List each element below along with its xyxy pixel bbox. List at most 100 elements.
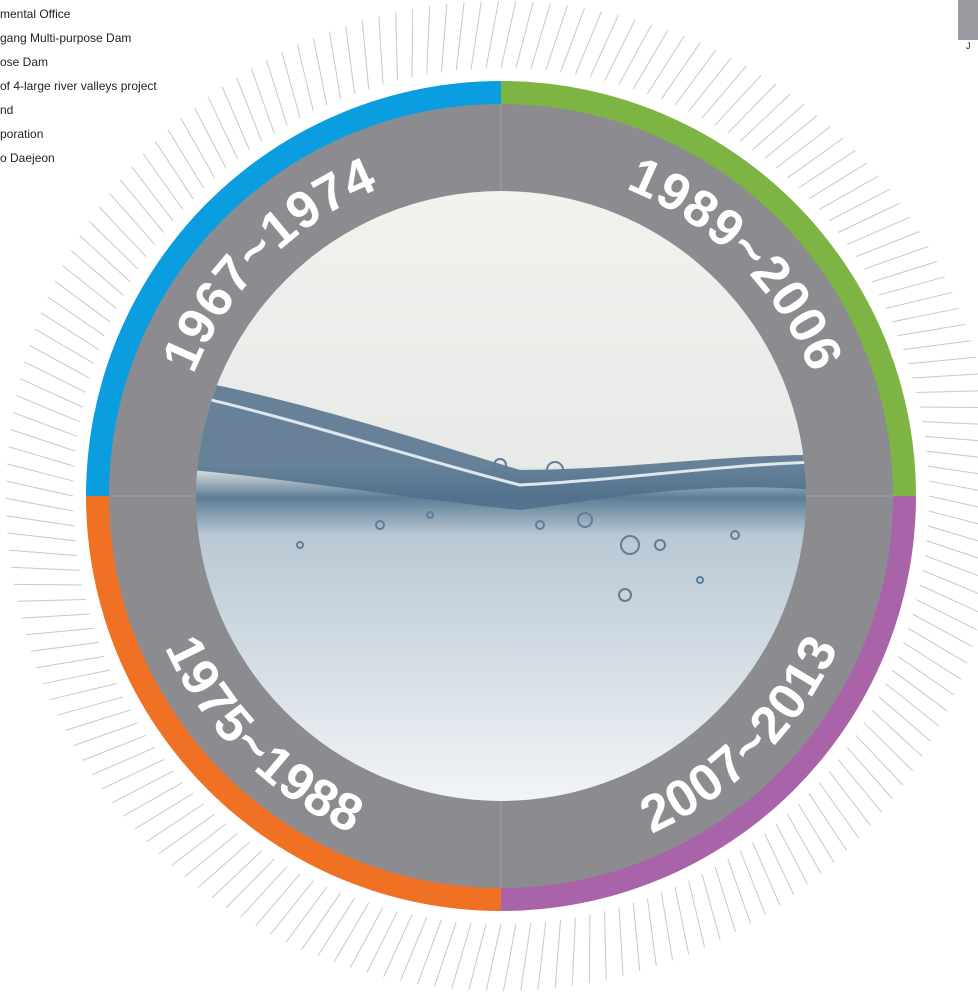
tick	[787, 814, 821, 874]
list-item[interactable]: ose Dam	[0, 52, 157, 76]
tick	[112, 771, 173, 803]
tick	[256, 874, 300, 926]
tick	[7, 464, 73, 481]
tick	[55, 281, 110, 322]
tick	[313, 38, 327, 105]
tick	[819, 782, 859, 838]
thumbnail[interactable]	[958, 0, 978, 40]
tick	[819, 176, 879, 210]
tick	[266, 60, 287, 125]
tick	[155, 142, 193, 199]
tick	[7, 533, 75, 541]
tick	[10, 430, 75, 452]
tick	[928, 526, 978, 545]
tick	[271, 881, 314, 935]
tick	[20, 379, 82, 407]
tick	[48, 297, 104, 336]
tick	[208, 97, 237, 159]
tick	[633, 903, 640, 971]
tick	[334, 903, 369, 962]
list-item[interactable]: gang Multi-purpose Dam	[0, 28, 157, 52]
list-item[interactable]: poration	[0, 124, 157, 148]
tick	[916, 391, 978, 393]
tick	[99, 207, 146, 257]
tick	[65, 710, 130, 731]
tick	[829, 189, 890, 221]
tick	[633, 30, 668, 89]
tick	[872, 710, 922, 756]
tick	[21, 614, 89, 618]
tick	[89, 221, 138, 269]
tick	[168, 130, 204, 188]
tick	[647, 36, 684, 94]
tick	[147, 804, 204, 842]
page: 1967~1974 1989~2006 1975~1988 2007~2013 …	[0, 0, 978, 993]
list-item[interactable]: mental Office	[0, 4, 157, 28]
tick	[181, 118, 215, 178]
tick	[17, 600, 85, 602]
tick	[185, 833, 238, 876]
list-item[interactable]: of 4-large river valleys project	[0, 76, 157, 100]
tick	[25, 362, 86, 393]
tick	[928, 466, 978, 476]
tick	[29, 345, 89, 378]
tick	[605, 911, 607, 979]
tick	[329, 32, 340, 99]
tick	[892, 308, 959, 322]
tick	[753, 104, 804, 149]
tick	[132, 167, 174, 221]
tick	[925, 436, 978, 441]
tick	[194, 107, 226, 168]
tick	[109, 193, 154, 244]
tick	[412, 9, 413, 77]
tick	[892, 670, 947, 711]
tick	[702, 874, 720, 940]
tick	[728, 84, 776, 133]
tick	[400, 917, 426, 980]
tick	[715, 75, 761, 125]
tick	[753, 842, 780, 905]
tick	[675, 887, 689, 954]
tick	[159, 814, 215, 854]
tick	[241, 867, 287, 917]
tick	[198, 842, 249, 887]
tick	[572, 917, 575, 985]
tick	[26, 628, 94, 635]
tick	[561, 8, 585, 72]
tick	[903, 341, 971, 350]
tick	[619, 24, 652, 84]
tick	[898, 656, 954, 695]
tick	[922, 422, 978, 425]
tick	[661, 43, 700, 99]
tick	[929, 481, 978, 494]
tick	[503, 924, 516, 991]
tick	[41, 313, 99, 350]
tick	[798, 150, 855, 188]
tick	[123, 782, 183, 816]
list-item[interactable]: o Daejeon	[0, 148, 157, 172]
tick	[11, 567, 79, 570]
tick	[929, 496, 978, 511]
list-item[interactable]: nd	[0, 100, 157, 124]
tick	[689, 881, 705, 948]
tick	[71, 251, 123, 295]
tick	[809, 163, 867, 199]
tick	[912, 374, 978, 378]
tick	[864, 723, 913, 771]
tick	[435, 922, 457, 987]
tick	[787, 138, 843, 178]
tick	[486, 1, 499, 68]
tick	[6, 481, 73, 496]
tick	[925, 556, 978, 580]
tick	[9, 550, 77, 555]
tick	[920, 407, 978, 408]
tick	[350, 907, 383, 967]
tick	[469, 924, 486, 990]
tick	[35, 329, 94, 364]
tick	[16, 395, 79, 421]
tick	[922, 570, 978, 596]
tick	[13, 412, 77, 436]
tick	[102, 760, 164, 789]
tick	[872, 261, 937, 282]
